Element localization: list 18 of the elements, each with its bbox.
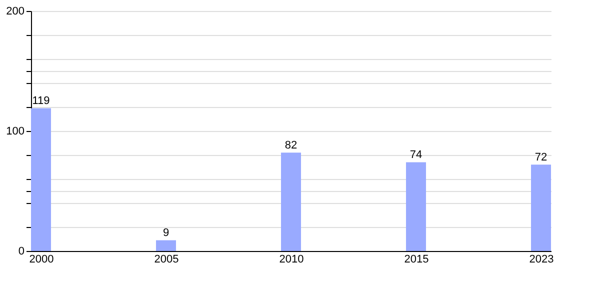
- bar: [406, 162, 426, 251]
- x-tick-label: 2010: [279, 254, 304, 266]
- data-label: 9: [162, 227, 170, 240]
- bar: [281, 152, 301, 251]
- x-tick-label: 2015: [404, 254, 429, 266]
- bar: [31, 108, 51, 251]
- x-tick-label: 2023: [529, 254, 554, 266]
- y-tick-label: 100: [6, 126, 24, 138]
- data-label: 72: [534, 152, 548, 164]
- data-label: 82: [284, 140, 298, 152]
- y-tick-label: 200: [6, 6, 24, 18]
- y-tick-label: 0: [18, 246, 24, 258]
- data-label: 119: [32, 95, 50, 108]
- x-tick-label: 2005: [154, 254, 179, 266]
- data-label: 74: [410, 149, 422, 162]
- bar: [156, 240, 176, 251]
- bar: [531, 164, 551, 251]
- x-tick-label: 2000: [29, 254, 54, 266]
